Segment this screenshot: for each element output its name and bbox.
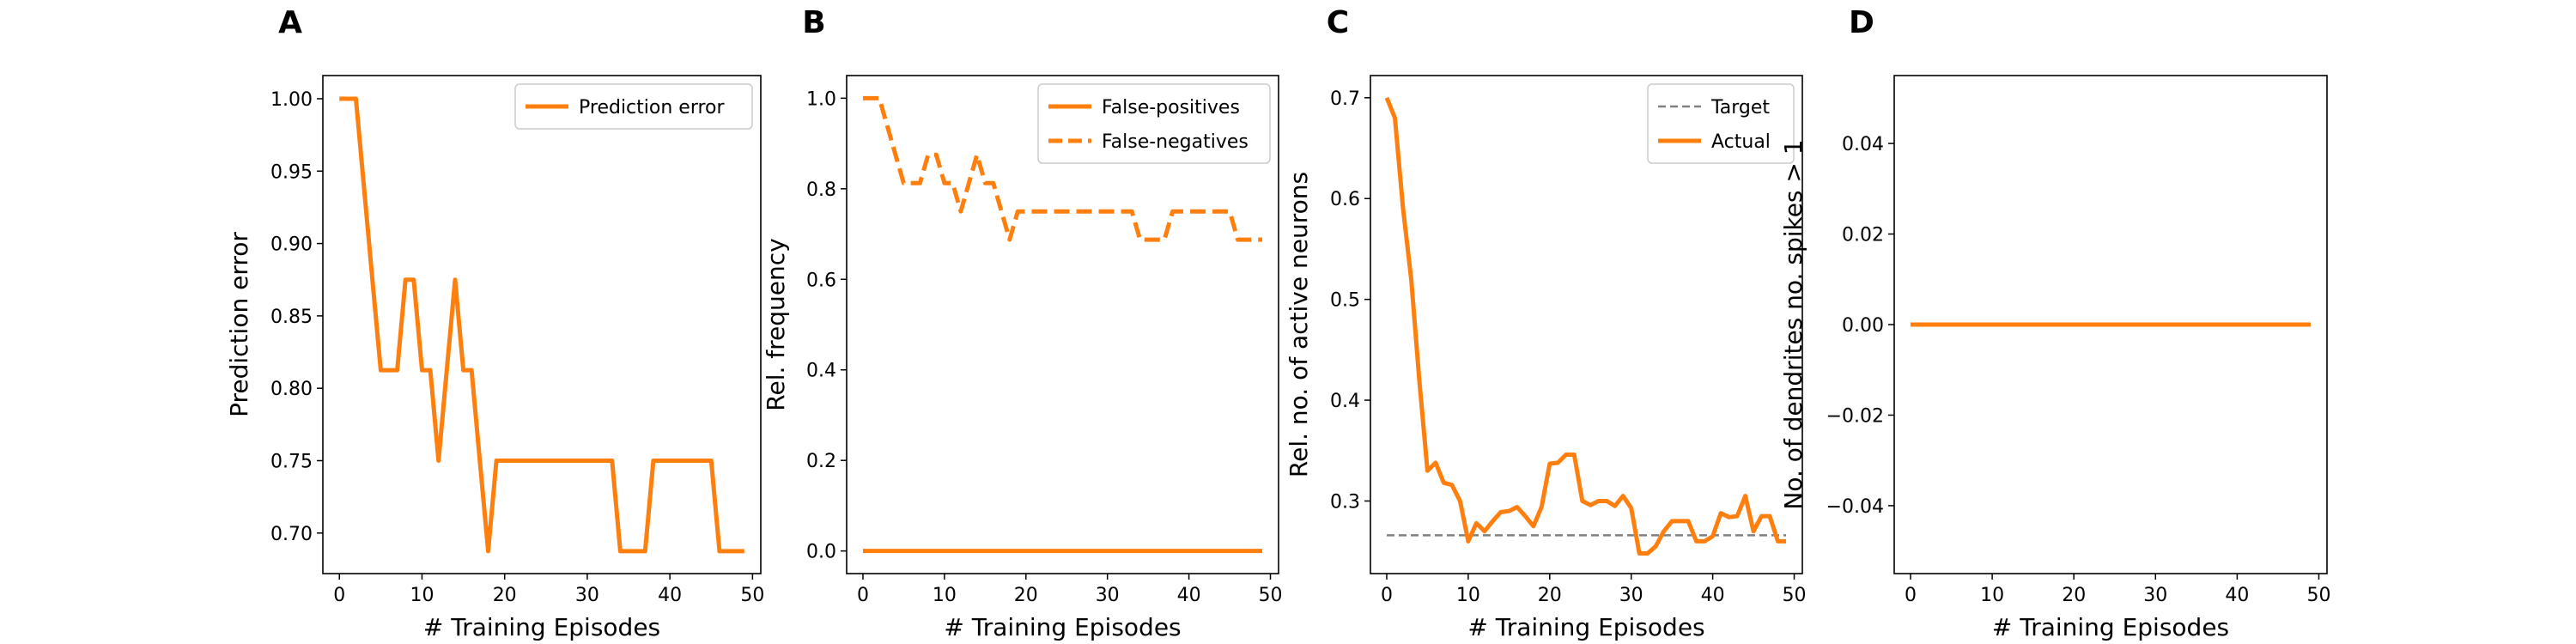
y-tick-label: 0.02 xyxy=(1842,225,1884,246)
legend-label: Prediction error xyxy=(579,97,725,118)
y-tick-label: 0.3 xyxy=(1330,491,1360,513)
x-tick-label: 40 xyxy=(658,585,682,606)
y-tick-label: −0.02 xyxy=(1826,405,1884,427)
y-tick-label: 0.4 xyxy=(1330,391,1360,412)
y-tick-label: 1.00 xyxy=(270,89,313,111)
legend-label: False-negatives xyxy=(1102,131,1249,153)
x-tick-label: 30 xyxy=(1619,585,1643,606)
x-tick-label: 40 xyxy=(1177,585,1201,606)
x-tick-label: 50 xyxy=(1259,585,1283,606)
y-tick-label: 0.85 xyxy=(270,307,313,328)
y-tick-label: 0.75 xyxy=(270,451,313,472)
y-axis-label: No. of dendrites no. spikes > 1 xyxy=(1779,139,1807,509)
y-tick-label: 0.4 xyxy=(806,361,836,382)
y-tick-label: 0.8 xyxy=(806,179,836,201)
x-axis-label: # Training Episodes xyxy=(1467,613,1704,641)
x-tick-label: 40 xyxy=(1701,585,1725,606)
x-tick-label: 30 xyxy=(575,585,599,606)
x-tick-label: 30 xyxy=(1096,585,1120,606)
legend-label: Actual xyxy=(1711,131,1771,153)
x-tick-label: 10 xyxy=(1456,585,1480,606)
y-axis-label: Rel. no. of active neurons xyxy=(1285,172,1313,477)
legend-label: False-positives xyxy=(1102,97,1240,118)
y-axis-label: Rel. frequency xyxy=(762,238,790,410)
series-line-false-negatives xyxy=(863,95,1262,242)
x-tick-label: 30 xyxy=(2143,585,2167,606)
x-axis-label: # Training Episodes xyxy=(944,613,1181,641)
panel-b: B 0 10 20 30 40 50 0.0 0.2 0.4 0.6 0.8 1.0 # Training… xyxy=(762,5,1283,641)
y-tick-label: 0.2 xyxy=(806,451,836,472)
panel-letter: D xyxy=(1849,5,1874,40)
x-axis-label: # Training Episodes xyxy=(1992,613,2229,641)
y-tick-label: 0.00 xyxy=(1842,315,1884,337)
y-tick-label: 1.0 xyxy=(806,88,836,110)
x-tick-label: 0 xyxy=(333,585,345,606)
legend-box xyxy=(1037,83,1271,164)
y-tick-label: 0.6 xyxy=(806,270,836,291)
y-tick-label: 0.90 xyxy=(270,234,313,256)
legend: Target Actual xyxy=(1647,83,1795,164)
panel-c: C 0 10 20 30 40 50 0.3 0.4 0.5 0.6 0.7 # Training Ep… xyxy=(1285,5,1807,641)
legend-box xyxy=(1647,83,1795,164)
x-tick-label: 10 xyxy=(410,585,434,606)
x-axis-label: # Training Episodes xyxy=(423,613,660,641)
x-tick-label: 40 xyxy=(2225,585,2249,606)
axes-frame xyxy=(846,75,1279,574)
legend: Prediction error xyxy=(514,83,753,130)
x-tick-label: 20 xyxy=(2062,585,2086,606)
legend-label: Target xyxy=(1710,97,1770,118)
x-tick-label: 10 xyxy=(933,585,957,606)
y-tick-label: 0.5 xyxy=(1330,290,1360,312)
y-tick-label: 0.0 xyxy=(806,542,836,563)
y-tick-label: 0.7 xyxy=(1330,88,1360,110)
y-tick-label: −0.04 xyxy=(1826,496,1884,518)
panel-d: D 0 10 20 30 40 50 −0.04 −0.02 0.00 0.02 0.04 # Trai… xyxy=(1779,5,2330,641)
y-tick-label: 0.6 xyxy=(1330,189,1360,210)
panel-a: A 0 10 20 30 40 50 0.70 0.75 0.80 0.85 0.90 0.95 1.00… xyxy=(225,5,764,641)
x-tick-label: 20 xyxy=(1014,585,1038,606)
y-tick-label: 0.95 xyxy=(270,161,313,183)
panel-letter: C xyxy=(1327,5,1349,40)
x-tick-label: 0 xyxy=(857,585,869,606)
y-tick-label: 0.70 xyxy=(270,524,313,545)
x-tick-label: 0 xyxy=(1381,585,1393,606)
series-line-prediction-error xyxy=(339,96,744,554)
series-line-actual xyxy=(1384,96,1786,556)
y-tick-label: 0.80 xyxy=(270,379,313,400)
y-tick-label: 0.04 xyxy=(1842,134,1884,155)
x-tick-label: 0 xyxy=(1905,585,1917,606)
x-tick-label: 10 xyxy=(1980,585,2004,606)
x-tick-label: 50 xyxy=(1783,585,1807,606)
legend: False-positives False-negatives xyxy=(1037,83,1271,164)
y-axis-label: Prediction error xyxy=(225,232,253,417)
panel-letter: B xyxy=(802,5,825,40)
x-tick-label: 20 xyxy=(1538,585,1562,606)
legend-box xyxy=(514,83,753,130)
x-tick-label: 50 xyxy=(740,585,764,606)
x-tick-label: 20 xyxy=(493,585,517,606)
axes-frame xyxy=(322,75,762,574)
axes-frame xyxy=(1370,75,1803,574)
panel-letter: A xyxy=(278,5,302,40)
x-tick-label: 50 xyxy=(2306,585,2330,606)
